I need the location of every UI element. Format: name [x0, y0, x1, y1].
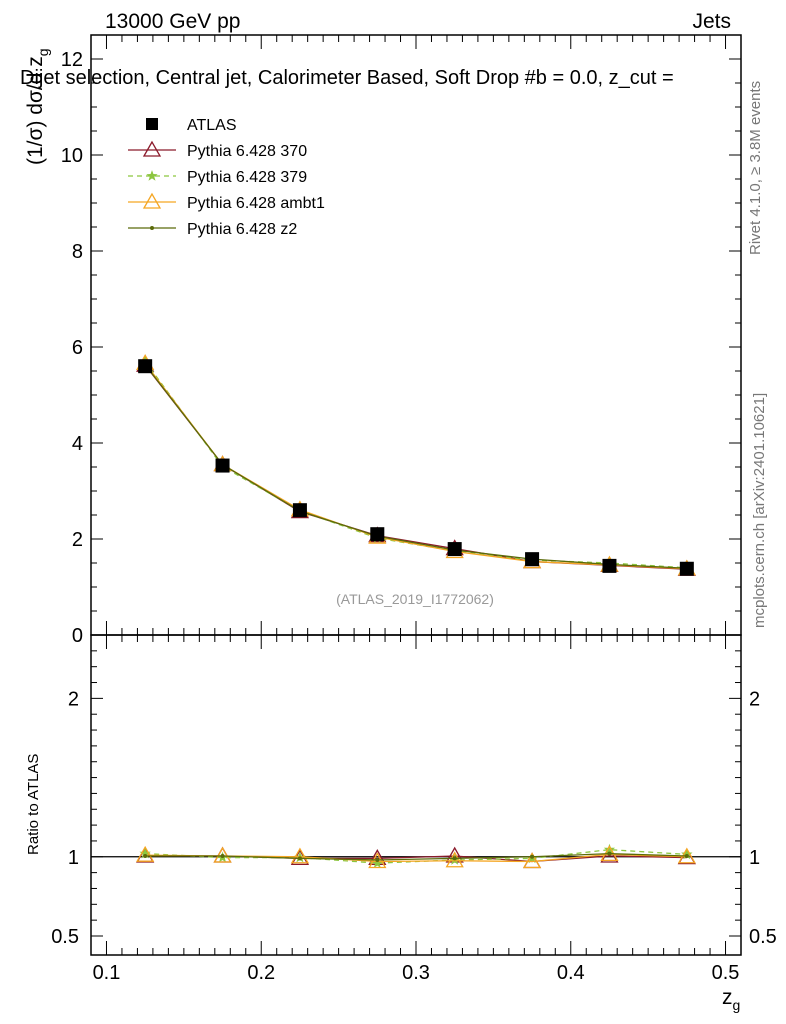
data-point [522, 852, 542, 869]
mcplots-label: mcplots.cern.ch [arXiv:2401.10621] [751, 393, 768, 628]
series-line [144, 364, 687, 569]
data-point [602, 558, 617, 573]
y-tick-label-ratio-right: 1 [749, 847, 760, 869]
data-point [525, 552, 540, 567]
y-tick-label-main: 8 [72, 241, 83, 263]
data-point [452, 856, 457, 861]
data-point [136, 845, 155, 862]
data-point [150, 226, 154, 230]
y-tick-label-main: 10 [61, 145, 83, 167]
data-point [146, 170, 158, 181]
legend-label: Pythia 6.428 ambt1 [187, 195, 325, 212]
y-tick-label-main: 0 [72, 625, 83, 647]
data-point [297, 856, 302, 861]
legend-item: Pythia 6.428 z2 [128, 221, 297, 238]
ratio-line [145, 852, 687, 861]
data-point [375, 857, 380, 862]
legend-item: Pythia 6.428 370 [128, 140, 307, 160]
data-point [142, 192, 162, 209]
data-point [138, 359, 153, 374]
legend-item: Pythia 6.428 379 [128, 169, 307, 186]
rivet-label: Rivet 4.1.0, ≥ 3.8M events [747, 81, 764, 255]
chart-title: Dijet selection, Central jet, Calorimete… [20, 67, 674, 89]
y-tick-label-ratio-right: 2 [749, 688, 760, 710]
ratio-frame [90, 634, 742, 956]
x-tick-label: 0.4 [557, 962, 585, 984]
data-point [215, 458, 230, 473]
y-tick-label-ratio: 0.5 [51, 926, 79, 948]
y-tick-label-main: 2 [72, 529, 83, 551]
y-tick-label-main: 12 [61, 49, 83, 71]
y-axis-label-main: (1/σ) dσ/d zg [24, 48, 51, 165]
data-point [139, 847, 151, 859]
data-point [679, 561, 694, 576]
data-point [530, 854, 535, 859]
x-tick-label: 0.3 [402, 962, 430, 984]
data-point [143, 853, 148, 858]
series-atlas [138, 359, 694, 576]
x-tick-label: 0.2 [247, 962, 275, 984]
data-point [292, 503, 307, 518]
x-axis-label: zg [722, 986, 740, 1013]
data-point [290, 847, 310, 864]
x-tick-label: 0.1 [93, 962, 121, 984]
y-axis-label-ratio: Ratio to ATLAS [25, 754, 42, 855]
legend-label: Pythia 6.428 370 [187, 143, 307, 160]
legend: ATLAS Pythia 6.428 370 Pythia 6.428 379 Pyt… [128, 117, 325, 238]
data-point [447, 542, 462, 557]
y-tick-label-main: 4 [72, 433, 83, 455]
data-point [213, 846, 232, 863]
data-point [142, 140, 162, 157]
data-point [684, 853, 689, 858]
data-point [607, 851, 612, 856]
y-tick-label-main: 6 [72, 337, 83, 359]
analysis-watermark: (ATLAS_2019_I1772062) [336, 591, 494, 607]
ratio-series-pythia-6-428-z2 [143, 851, 689, 862]
header-right: Jets [692, 10, 731, 33]
data-point [220, 853, 225, 858]
legend-item: ATLAS [146, 117, 237, 134]
legend-label: Pythia 6.428 z2 [187, 221, 297, 238]
y-tick-label-ratio: 2 [68, 688, 79, 710]
legend-label: Pythia 6.428 379 [187, 169, 307, 186]
header-left: 13000 GeV pp [105, 10, 240, 33]
data-point [445, 851, 464, 868]
series-line [144, 361, 687, 569]
data-point [146, 118, 158, 130]
x-tick-label: 0.5 [712, 962, 740, 984]
ratio-panel: 0.5 0.5 1 1 2 2 0.1 0.2 0.3 0.4 0.5 [51, 634, 777, 984]
data-point [370, 527, 385, 542]
data-point [681, 848, 693, 860]
data-point [603, 843, 616, 855]
data-point [368, 852, 387, 869]
legend-item: Pythia 6.428 ambt1 [128, 192, 325, 212]
y-tick-label-ratio: 1 [68, 847, 79, 869]
y-tick-label-ratio-right: 0.5 [749, 926, 777, 948]
legend-label: ATLAS [187, 117, 237, 134]
data-point [371, 857, 383, 868]
